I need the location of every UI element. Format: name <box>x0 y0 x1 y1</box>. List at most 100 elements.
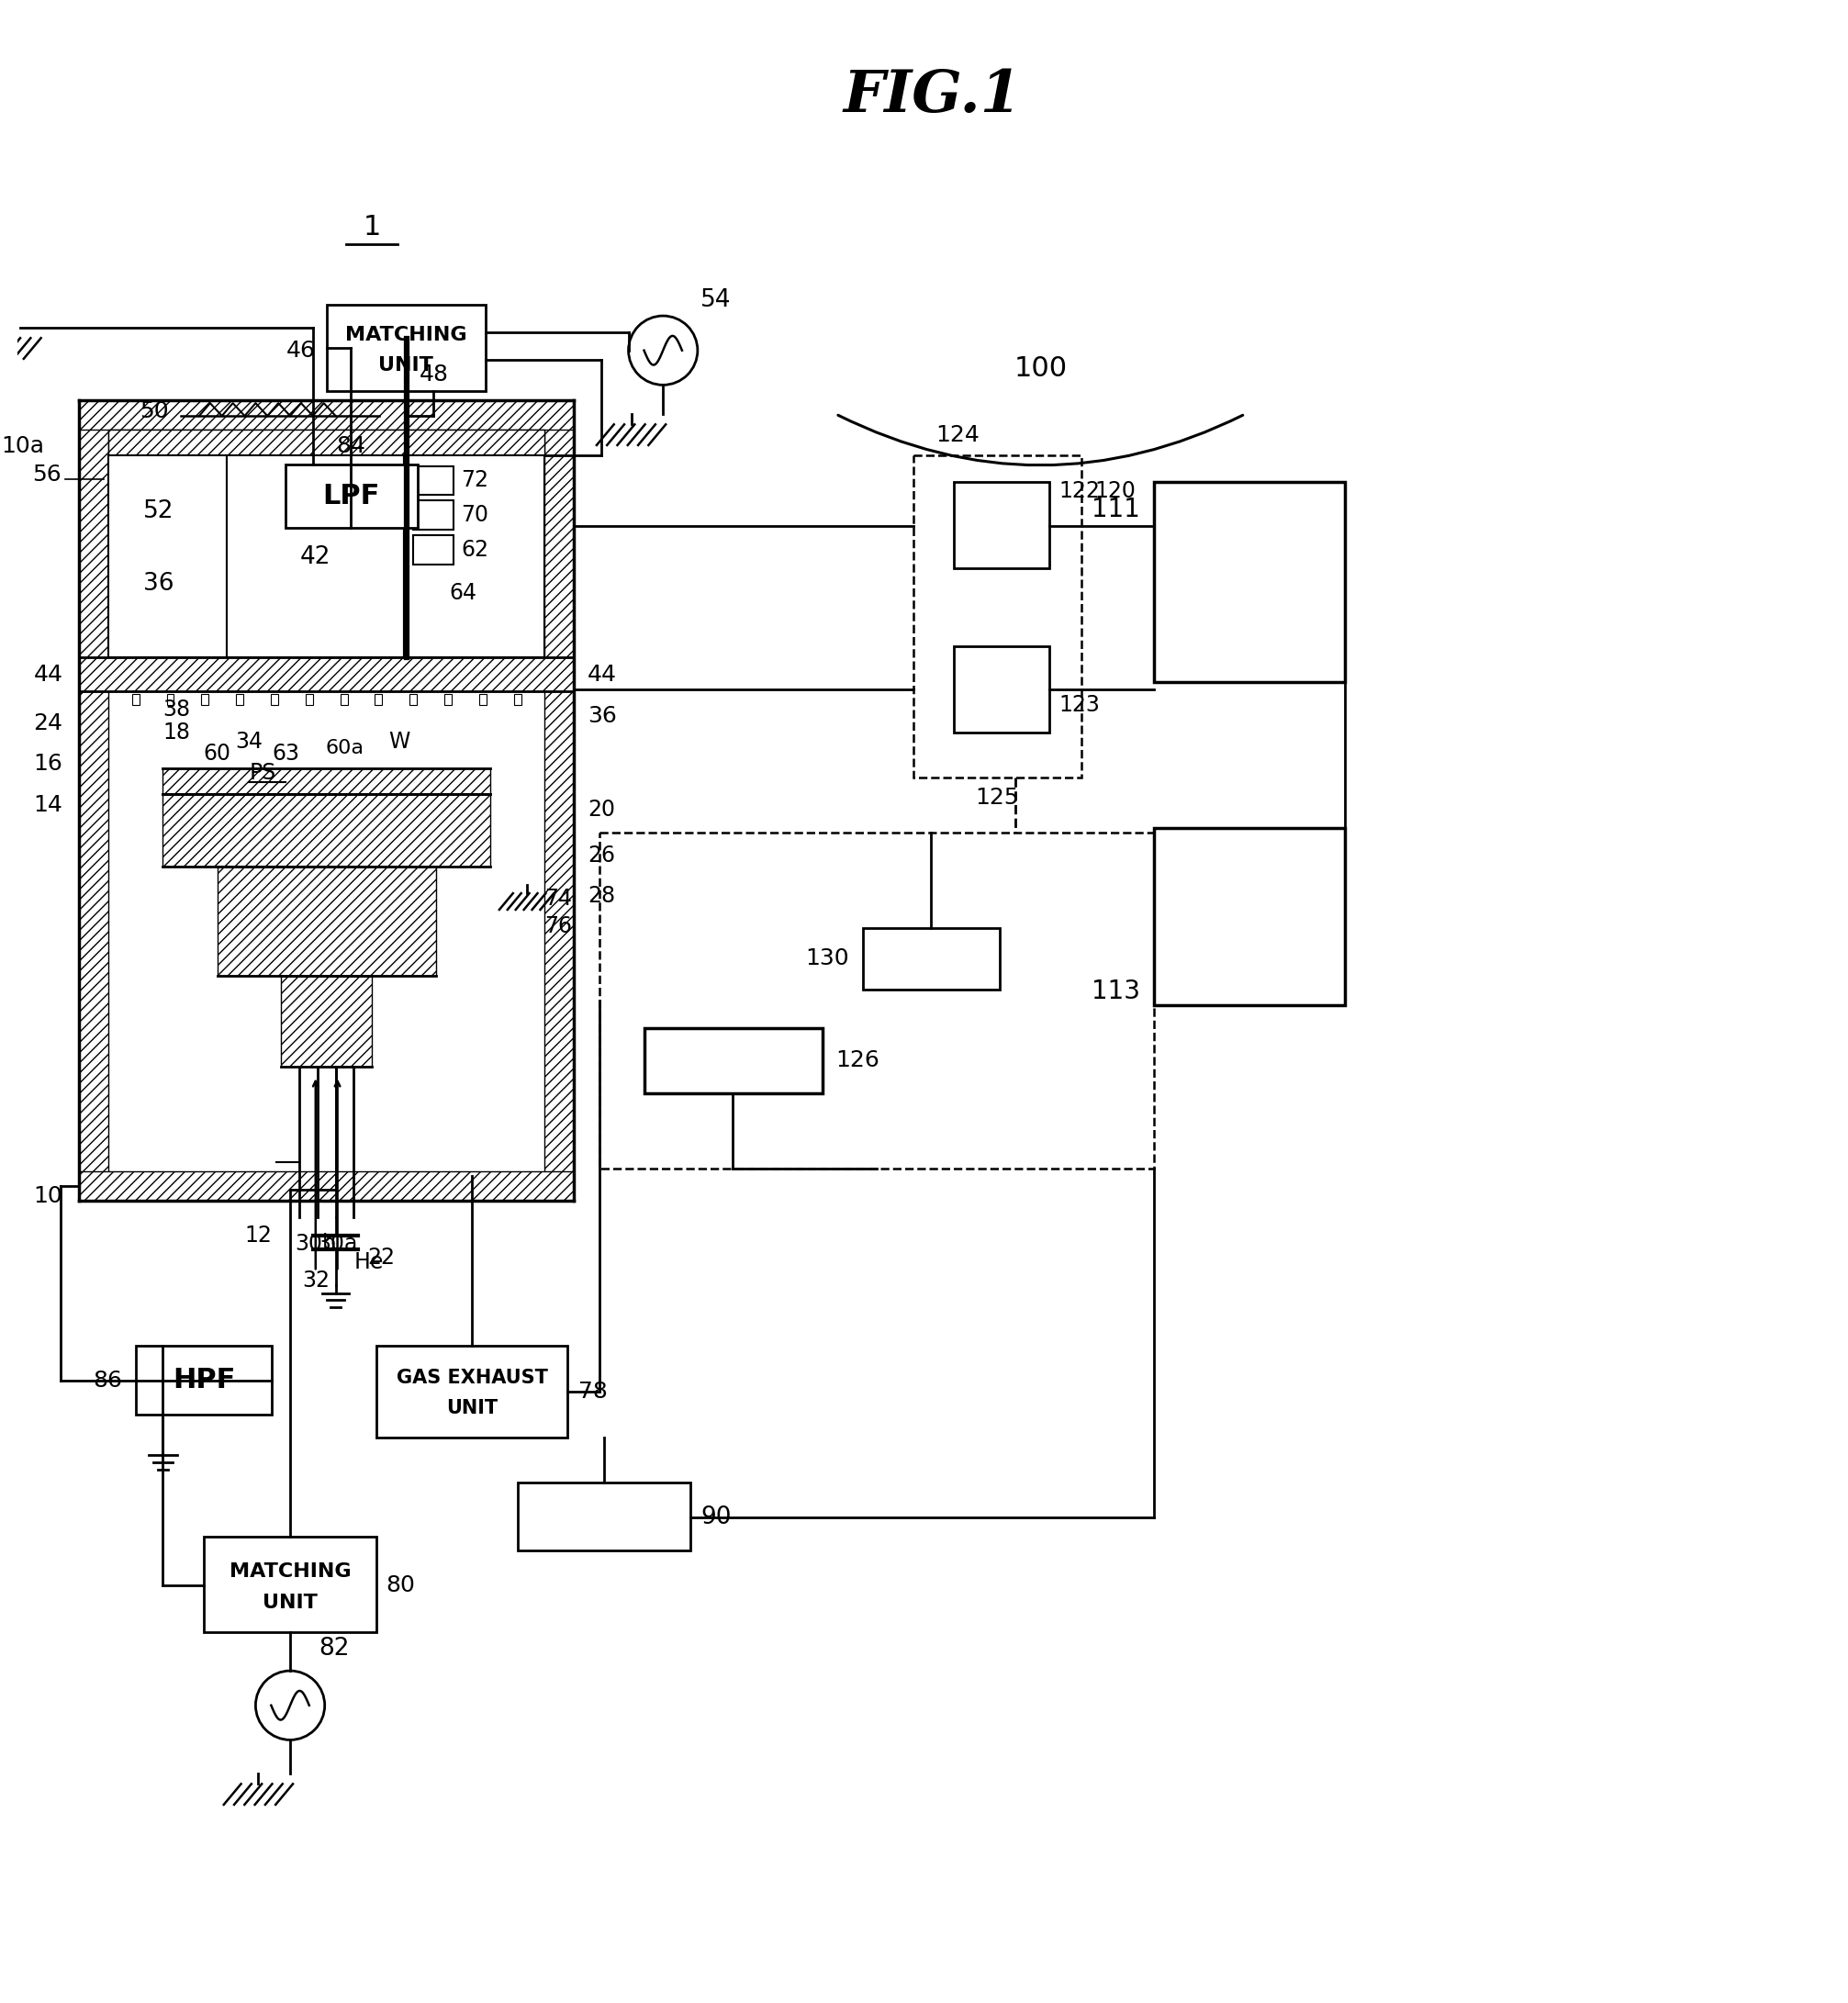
Bar <box>913 455 1081 777</box>
Bar <box>79 1172 575 1200</box>
Text: 24: 24 <box>33 713 63 735</box>
Bar <box>405 455 545 657</box>
Text: 90: 90 <box>700 1504 732 1528</box>
Text: HPF: HPF <box>172 1366 235 1394</box>
Bar <box>410 695 418 705</box>
Bar <box>109 455 227 657</box>
Text: 28: 28 <box>588 885 615 907</box>
Text: 60: 60 <box>203 743 231 765</box>
Text: 111: 111 <box>1092 497 1140 523</box>
Text: 86: 86 <box>92 1370 122 1392</box>
Bar <box>599 833 1155 1170</box>
Bar <box>79 401 109 1200</box>
Text: 56: 56 <box>31 465 61 487</box>
Bar <box>645 1028 822 1094</box>
Text: 36: 36 <box>142 573 174 597</box>
Bar <box>237 695 244 705</box>
Bar <box>109 429 545 455</box>
Text: 30b: 30b <box>296 1234 336 1256</box>
Bar <box>163 769 490 793</box>
Text: 32: 32 <box>301 1270 329 1292</box>
Text: MATCHING: MATCHING <box>229 1562 351 1580</box>
Bar <box>201 695 209 705</box>
Text: 50: 50 <box>139 401 168 423</box>
Text: 76: 76 <box>545 915 573 937</box>
Text: 10a: 10a <box>2 435 44 457</box>
Text: 34: 34 <box>235 731 262 753</box>
Bar <box>166 695 174 705</box>
Text: 30a: 30a <box>318 1234 359 1256</box>
Bar <box>863 927 1000 989</box>
Bar <box>163 793 490 867</box>
Text: 12: 12 <box>244 1224 272 1246</box>
Bar <box>412 535 455 565</box>
Bar <box>327 304 486 391</box>
Bar <box>479 695 486 705</box>
Text: UNIT: UNIT <box>445 1398 497 1418</box>
Bar <box>79 657 575 691</box>
Bar <box>412 467 455 495</box>
Text: 80: 80 <box>386 1574 416 1596</box>
Bar <box>135 1346 272 1414</box>
Bar <box>272 695 277 705</box>
Text: 82: 82 <box>318 1636 349 1660</box>
Bar <box>340 695 347 705</box>
Text: 130: 130 <box>806 947 850 969</box>
Bar <box>517 1482 691 1550</box>
Text: 123: 123 <box>1059 693 1100 715</box>
Bar <box>1155 483 1345 683</box>
Text: 44: 44 <box>588 665 617 687</box>
Text: 42: 42 <box>299 545 331 569</box>
Bar <box>1155 827 1345 1006</box>
Text: PS: PS <box>249 763 277 785</box>
Text: GAS EXHAUST: GAS EXHAUST <box>395 1368 547 1388</box>
Bar <box>954 645 1050 733</box>
Text: 62: 62 <box>462 539 488 561</box>
Text: 22: 22 <box>368 1248 395 1270</box>
Bar <box>79 401 575 429</box>
Text: 52: 52 <box>142 499 174 523</box>
Text: UNIT: UNIT <box>262 1594 318 1612</box>
Text: 18: 18 <box>163 721 190 743</box>
Text: 64: 64 <box>449 583 477 605</box>
Bar <box>227 455 405 657</box>
Bar <box>412 501 455 529</box>
Bar <box>131 695 139 705</box>
Bar <box>286 465 418 527</box>
Bar <box>281 975 371 1068</box>
Bar <box>377 1346 567 1436</box>
Text: 1: 1 <box>362 214 381 240</box>
Text: 72: 72 <box>462 469 488 491</box>
Text: 14: 14 <box>33 793 63 815</box>
Text: 126: 126 <box>835 1050 880 1072</box>
Text: 63: 63 <box>272 743 299 765</box>
Text: 125: 125 <box>976 787 1018 809</box>
Text: MATCHING: MATCHING <box>346 326 466 345</box>
Text: 38: 38 <box>163 699 190 721</box>
Bar <box>203 1536 377 1632</box>
Text: 16: 16 <box>33 753 63 775</box>
Text: FIG.1: FIG.1 <box>843 68 1022 124</box>
Text: UNIT: UNIT <box>379 357 432 375</box>
Text: 70: 70 <box>462 505 488 527</box>
Text: 10: 10 <box>33 1186 63 1208</box>
Text: He: He <box>353 1252 384 1274</box>
Text: 100: 100 <box>1015 355 1066 383</box>
Text: 122: 122 <box>1059 481 1100 503</box>
Bar <box>954 483 1050 569</box>
Bar <box>444 695 451 705</box>
Text: 84: 84 <box>336 435 366 457</box>
Text: 78: 78 <box>578 1380 608 1402</box>
Bar <box>545 401 575 1200</box>
Text: 113: 113 <box>1092 979 1140 1004</box>
Text: 54: 54 <box>700 288 732 312</box>
Text: 48: 48 <box>419 365 449 387</box>
Text: W: W <box>388 731 410 753</box>
Text: 26: 26 <box>588 843 615 865</box>
Bar <box>305 695 312 705</box>
Text: 120: 120 <box>1096 481 1137 503</box>
Bar <box>218 867 436 975</box>
Text: 20: 20 <box>588 799 615 821</box>
Bar <box>375 695 383 705</box>
Bar <box>514 695 521 705</box>
